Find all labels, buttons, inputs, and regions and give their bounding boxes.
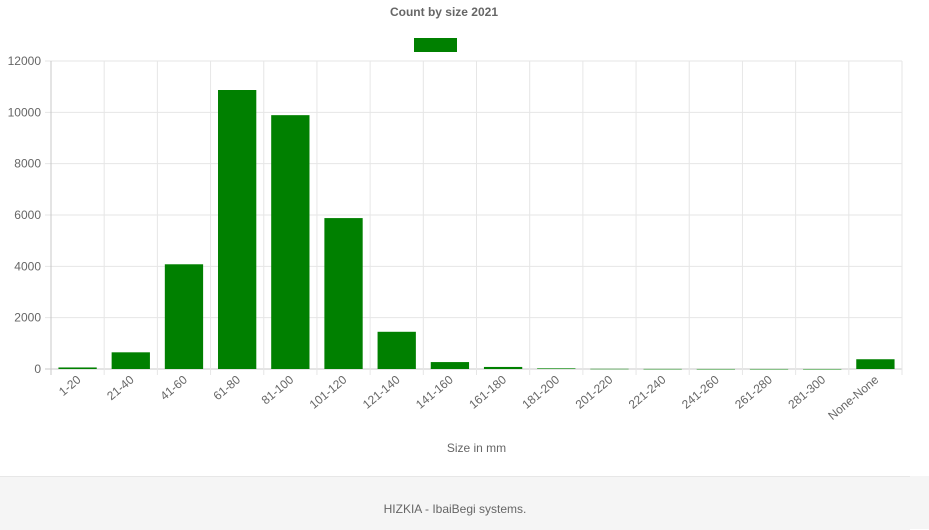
bar	[324, 218, 363, 369]
y-tick-label: 6000	[14, 208, 41, 222]
bar	[803, 368, 842, 370]
x-tick-label: 81-100	[259, 372, 297, 407]
bar	[111, 352, 150, 369]
chart-container: Count by size 2021 0 2000 4000 6000 8000 10000…	[8, 5, 903, 455]
x-tick-label: 181-200	[519, 372, 562, 411]
x-tick-label: 281-300	[785, 372, 828, 411]
x-tick-label: 101-120	[307, 372, 350, 411]
bar	[696, 368, 735, 370]
x-tick-label: 1-20	[56, 372, 84, 398]
y-tick-label: 12000	[8, 54, 42, 68]
legend-swatch	[414, 38, 457, 52]
bar	[856, 359, 895, 369]
x-tick-label: 241-260	[679, 372, 722, 411]
footer-text: HIZKIA - IbaiBegi systems.	[383, 501, 527, 516]
bar	[377, 331, 416, 369]
y-tick-label: 8000	[14, 157, 41, 171]
footer: HIZKIA - IbaiBegi systems.	[0, 476, 910, 530]
x-tick-label: 161-180	[466, 372, 509, 411]
y-tick-label: 4000	[14, 259, 41, 273]
bar	[749, 368, 789, 370]
bar	[164, 264, 204, 369]
bar	[271, 115, 310, 369]
x-axis-title: Size in mm	[447, 441, 506, 455]
x-tick-label: 121-140	[360, 372, 403, 411]
x-tick-label: 141-160	[413, 372, 456, 411]
footer-edge	[910, 476, 929, 529]
x-tick-label: 21-40	[104, 372, 137, 403]
bar	[483, 366, 523, 369]
x-tick-label: 221-240	[626, 372, 669, 411]
x-tick-label: 201-220	[573, 372, 616, 411]
x-tick-label: 261-280	[732, 372, 775, 411]
y-tick-label: 2000	[14, 311, 41, 325]
y-tick-label: 10000	[8, 105, 42, 119]
bar	[643, 368, 682, 370]
bar	[537, 368, 576, 369]
bar	[58, 367, 97, 369]
x-tick-label: 61-80	[211, 372, 244, 403]
bar	[430, 362, 470, 369]
x-tick-label: 41-60	[157, 372, 190, 403]
bar	[590, 368, 629, 370]
x-tick-label: None-None	[825, 372, 881, 422]
bar	[218, 90, 257, 370]
bar-chart: Count by size 2021 0 2000 4000 6000 8000 10000…	[8, 5, 903, 455]
y-tick-label: 0	[34, 362, 41, 376]
chart-title: Count by size 2021	[390, 5, 498, 19]
